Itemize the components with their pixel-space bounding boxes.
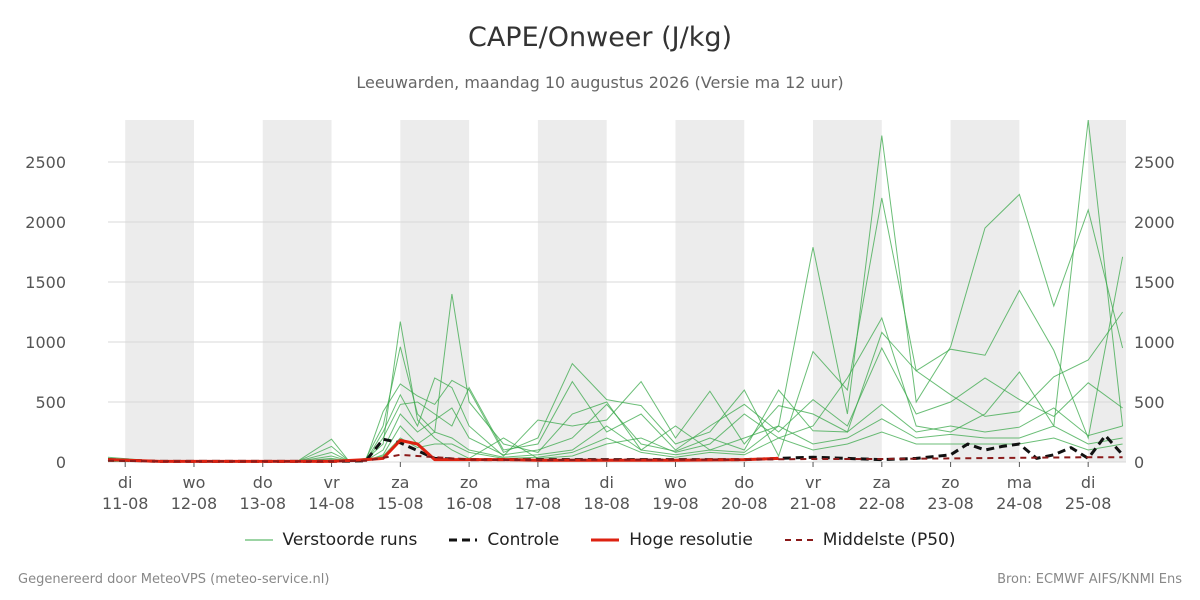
y-tick-right-1: 500 (1134, 393, 1165, 412)
x-tick-day-0: di (118, 473, 133, 492)
x-tick-day-1: wo (183, 473, 206, 492)
x-tick-date-4: 15-08 (377, 494, 424, 513)
x-tick-day-12: zo (942, 473, 960, 492)
y-tick-left-3: 1500 (25, 273, 66, 292)
x-tick-date-10: 21-08 (790, 494, 837, 513)
x-tick-date-1: 12-08 (171, 494, 218, 513)
y-tick-left-2: 1000 (25, 333, 66, 352)
weekend-band-1 (262, 120, 332, 462)
cape-line-chart: 0 500 1000 1500 2000 2500 0 500 1000 1500 2000 250… (25, 119, 1175, 513)
legend-swatch-perturbed (244, 539, 273, 541)
weekend-bands (125, 120, 1126, 462)
x-tick-date-9: 20-08 (721, 494, 768, 513)
x-tick-date-5: 16-08 (446, 494, 493, 513)
legend-item-high-res[interactable]: Hoge resolutie (591, 530, 753, 550)
y-axis-left: 0 500 1000 1500 2000 2500 (25, 153, 66, 472)
x-tick-date-0: 11-08 (102, 494, 149, 513)
weekend-band-5 (813, 120, 882, 462)
x-tick-day-6: ma (525, 473, 550, 492)
legend-swatch-high-res (591, 538, 620, 542)
main-series (107, 434, 1124, 463)
x-tick-date-14: 25-08 (1065, 494, 1112, 513)
x-tick-day-3: vr (324, 473, 340, 492)
y-tick-left-1: 500 (35, 393, 66, 412)
weekend-band-6 (950, 120, 1020, 462)
legend-item-perturbed[interactable]: Verstoorde runs (244, 530, 418, 550)
legend-label: Controle (487, 530, 560, 550)
chart-title: CAPE/Onweer (J/kg) (467, 22, 732, 53)
y-tick-right-0: 0 (1134, 453, 1144, 472)
legend-label: Hoge resolutie (629, 530, 753, 550)
y-axis-right: 0 500 1000 1500 2000 2500 (1134, 153, 1175, 472)
x-tick-date-13: 24-08 (996, 494, 1043, 513)
y-tick-left-4: 2000 (25, 213, 66, 232)
chart-subtitle: Leeuwarden, maandag 10 augustus 2026 (Ve… (356, 73, 844, 92)
legend-swatch-control (449, 538, 478, 542)
series-median (107, 453, 1123, 463)
x-tick-day-14: di (1081, 473, 1096, 492)
footer-generator: Gegenereerd door MeteoVPS (meteo-service… (18, 572, 330, 587)
x-tick-day-10: vr (805, 473, 821, 492)
weekend-band-3 (537, 120, 607, 462)
y-tick-left-5: 2500 (25, 153, 66, 172)
x-tick-day-5: zo (460, 473, 478, 492)
y-tick-right-3: 1500 (1134, 273, 1175, 292)
footer-source: Bron: ECMWF AIFS/KNMI Ens (997, 572, 1182, 587)
x-tick-date-6: 17-08 (515, 494, 562, 513)
x-tick-day-9: do (734, 473, 754, 492)
y-tick-right-2: 1000 (1134, 333, 1175, 352)
x-tick-day-7: di (599, 473, 614, 492)
x-tick-day-11: za (873, 473, 891, 492)
weekend-band-0 (125, 120, 194, 462)
legend-item-median[interactable]: Middelste (P50) (784, 530, 956, 550)
legend-label: Middelste (P50) (822, 530, 956, 550)
legend: Verstoorde runs Controle Hoge resolutie … (0, 530, 1200, 550)
x-tick-date-11: 22-08 (859, 494, 906, 513)
x-tick-day-8: wo (664, 473, 687, 492)
x-tick-day-2: do (253, 473, 273, 492)
x-tick-day-13: ma (1007, 473, 1032, 492)
y-tick-right-4: 2000 (1134, 213, 1175, 232)
y-tick-right-5: 2500 (1134, 153, 1175, 172)
weekend-band-2 (400, 120, 470, 462)
x-tick-date-3: 14-08 (308, 494, 355, 513)
legend-item-control[interactable]: Controle (449, 530, 559, 550)
x-tick-date-7: 18-08 (583, 494, 630, 513)
x-axis: di 11-08 wo 12-08 do 13-08 vr 14-08 za 15-08 zo 16-… (102, 462, 1111, 513)
y-tick-left-0: 0 (56, 453, 66, 472)
legend-swatch-median (784, 539, 813, 541)
x-tick-date-8: 19-08 (652, 494, 699, 513)
weekend-band-4 (675, 120, 745, 462)
legend-label: Verstoorde runs (282, 530, 418, 550)
x-tick-date-12: 23-08 (927, 494, 974, 513)
x-tick-day-4: za (391, 473, 409, 492)
x-tick-date-2: 13-08 (240, 494, 287, 513)
